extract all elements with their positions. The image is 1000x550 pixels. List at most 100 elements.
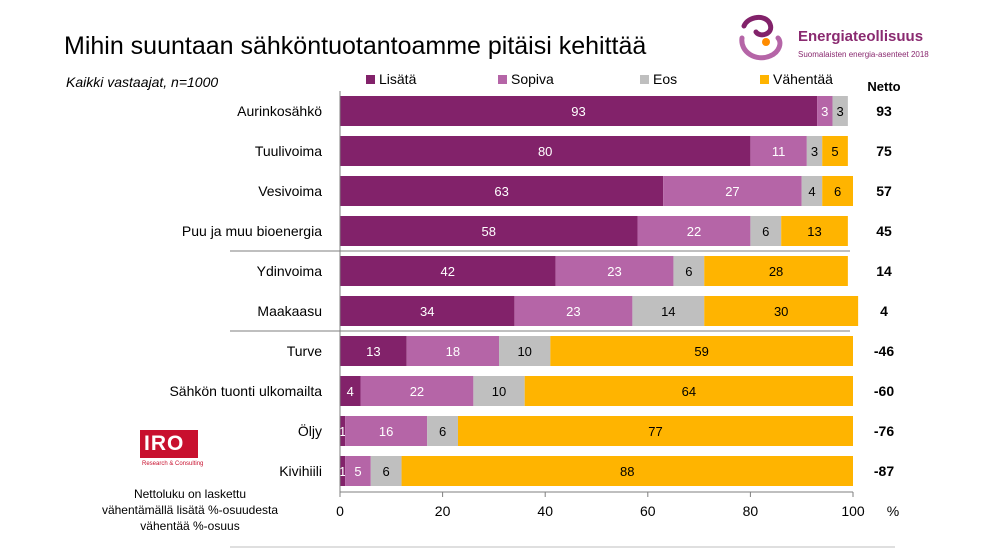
bar-segment [457,416,853,446]
bar-segment [360,376,474,406]
bar-segment [370,456,402,486]
bar-segment [750,216,782,246]
net-value: -76 [874,423,894,439]
category-label: Tuulivoima [255,143,322,159]
bar-segment [632,296,705,326]
data-label: 58 [482,224,496,239]
data-label: 3 [811,144,818,159]
data-label: 88 [620,464,634,479]
bar-segment [340,296,515,326]
category-label: Turve [287,343,322,359]
legend-label: Vähentää [773,71,833,87]
iro-logo-name: IRO [140,430,198,458]
legend-swatch [498,75,507,84]
data-label: 34 [420,304,434,319]
bar-segment [340,176,664,206]
data-label: 6 [383,464,390,479]
data-label: 10 [517,344,531,359]
data-label: 59 [694,344,708,359]
bar-segment [801,176,823,206]
data-label: 6 [762,224,769,239]
chart-subtitle: Kaikki vastaajat, n=1000 [66,74,219,90]
bar-segment [663,176,802,206]
legend-label: Sopiva [511,71,554,87]
net-footnote-line: vähentää %-osuus [140,519,240,533]
data-label: 5 [831,144,838,159]
data-label: 1 [339,464,346,479]
legend-label: Lisätä [379,71,417,87]
data-label: 13 [366,344,380,359]
data-label: 3 [837,104,844,119]
category-label: Sähkön tuonti ulkomailta [169,383,322,399]
net-value: 93 [876,103,892,119]
legend-label: Eos [653,71,677,87]
data-label: 22 [687,224,701,239]
bar-segment [673,256,705,286]
data-label: 3 [821,104,828,119]
bar-segment [806,136,823,166]
iro-logo-tagline: Research & Consulting [142,461,204,467]
net-value: 14 [876,263,892,279]
bar-segment [345,416,428,446]
legend-swatch [640,75,649,84]
category-label: Ydinvoima [257,263,323,279]
category-label: Öljy [298,422,322,439]
bar-segment [817,96,833,126]
net-value: -60 [874,383,894,399]
bar-segment [514,296,633,326]
x-unit-label: % [887,503,899,519]
bar-segment [345,456,371,486]
bar-segment [832,96,848,126]
data-label: 23 [607,264,621,279]
data-label: 64 [682,384,696,399]
net-footnote: Nettoluku on laskettu vähentämällä lisät… [90,486,290,534]
category-label: Puu ja muu bioenergia [182,223,322,239]
bar-segment [406,336,500,366]
net-header: Netto [867,79,900,94]
category-label: Maakaasu [257,303,322,319]
data-label: 6 [685,264,692,279]
net-value: 45 [876,223,892,239]
data-label: 5 [354,464,361,479]
chart-title: Mihin suuntaan sähköntuotantoamme pitäis… [64,32,647,60]
energiateollisuus-tagline: Suomalaisten energia-asenteet 2018 [798,50,929,59]
bar-segment [427,416,458,446]
bar-segment [555,256,674,286]
energiateollisuus-logo-icon [739,15,783,61]
iro-logo: IRO Research & Consulting [140,430,204,472]
data-label: 77 [648,424,662,439]
bar-segment [340,256,556,286]
bar-segment [340,96,818,126]
data-label: 13 [807,224,821,239]
net-value: -46 [874,343,894,359]
energiateollisuus-name: Energiateollisuus [798,28,924,45]
data-label: 23 [566,304,580,319]
bar-segment [637,216,751,246]
bar-segment [750,136,807,166]
data-label: 10 [492,384,506,399]
x-tick-label: 80 [743,503,759,519]
bar-segment [550,336,853,366]
data-label: 42 [440,264,454,279]
data-label: 4 [347,384,354,399]
x-tick-label: 40 [537,503,553,519]
data-label: 28 [769,264,783,279]
data-label: 22 [410,384,424,399]
data-label: 63 [494,184,508,199]
net-value: -87 [874,463,894,479]
x-tick-label: 60 [640,503,656,519]
data-label: 6 [439,424,446,439]
bar-segment [340,416,346,446]
category-label: Vesivoima [258,183,322,199]
net-value: 4 [880,303,888,319]
bar-segment [340,216,638,246]
legend-swatch [760,75,769,84]
bar-segment [340,456,346,486]
bar-segment [781,216,848,246]
net-value: 57 [876,183,892,199]
net-footnote-line: Nettoluku on laskettu [133,487,247,501]
data-label: 16 [379,424,393,439]
bar-segment [704,256,848,286]
legend-swatch [366,75,375,84]
